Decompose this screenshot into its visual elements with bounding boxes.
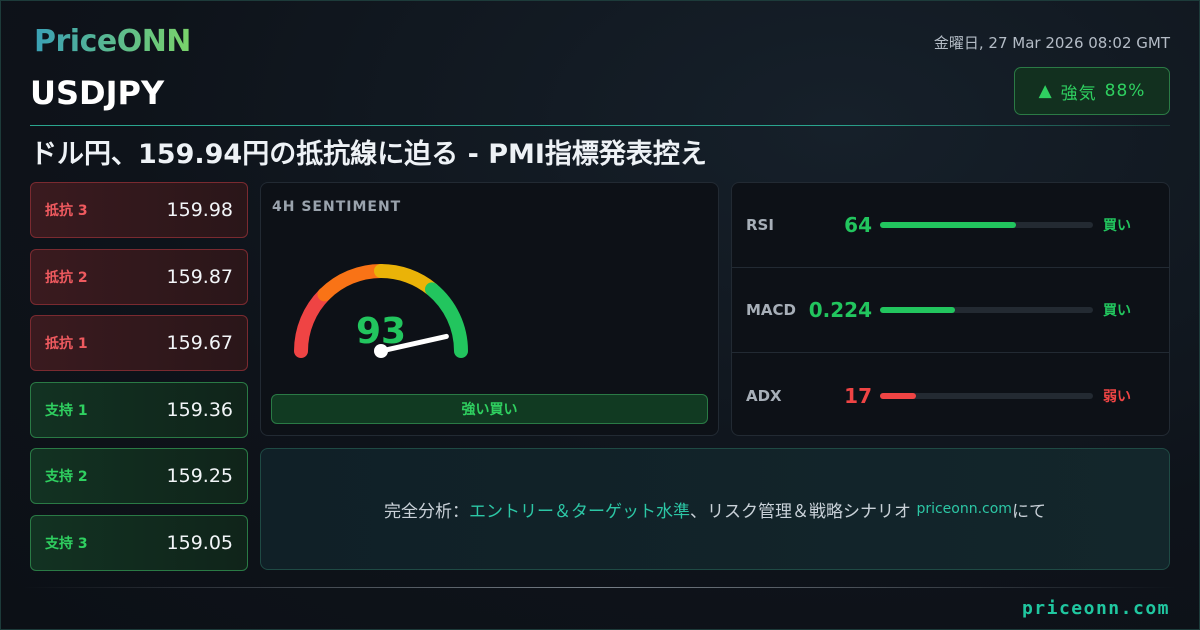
indicator-signal: 買い (1103, 303, 1131, 319)
resistance-level: 抵抗 3 159.98 (30, 182, 248, 238)
level-value: 159.05 (166, 531, 233, 554)
sentiment-score: 93 (355, 311, 407, 352)
sentiment-panel: 4H SENTIMENT 93 強い買い (260, 182, 719, 436)
level-value: 159.98 (166, 199, 233, 221)
symbol-title: USDJPY (30, 74, 165, 112)
indicator-signal: 弱い (1103, 388, 1131, 405)
support-level: 支持 1 159.36 (30, 381, 248, 438)
gauge-needle (378, 333, 449, 354)
indicator-bar-fill (880, 307, 955, 313)
level-label: 支持 1 (45, 402, 88, 419)
indicator-bar (880, 222, 1093, 228)
headline: ドル円、159.94円の抵抗線に迫る - PMI指標発表控え (30, 139, 707, 170)
gauge-segment (424, 282, 468, 358)
indicator-value: 17 (844, 383, 872, 408)
cta-prefix: 完全分析： (384, 501, 470, 522)
sentiment-title: 4H SENTIMENT (272, 199, 402, 215)
level-label: 抵抗 1 (45, 336, 88, 352)
indicator-value: 64 (844, 213, 872, 237)
indicator-name: MACD (746, 301, 796, 319)
resistance-level: 抵抗 2 159.87 (30, 248, 248, 305)
indicator-bar-fill (880, 222, 1017, 228)
indicator-bar-fill (880, 392, 917, 399)
datetime: 金曜日, 27 Mar 2026 08:02 GMT (933, 34, 1170, 52)
indicator-bar (880, 307, 1093, 313)
gauge-segment (294, 287, 332, 358)
level-value: 159.67 (166, 332, 233, 354)
logo: PriceONN (34, 24, 191, 59)
level-label: 支持 2 (45, 469, 88, 485)
cta-middle: 、リスク管理＆戦略シナリオ (690, 501, 917, 522)
level-value: 159.87 (166, 265, 233, 288)
gauge-pivot (374, 344, 388, 358)
support-level: 支持 2 159.25 (30, 448, 248, 504)
footer-divider (24, 587, 1176, 588)
indicators-panel: RSI 64 買い MACD 0.224 買い ADX 17 弱い (731, 182, 1170, 436)
cta-suffix: にて (1011, 501, 1046, 522)
level-label: 抵抗 3 (45, 203, 88, 219)
indicator-bar (880, 392, 1093, 399)
gauge-segment (374, 264, 439, 297)
bias-badge: ▲ 強気 88% (1014, 67, 1170, 115)
indicator-row-macd: MACD 0.224 買い (732, 268, 1169, 353)
level-value: 159.25 (166, 465, 233, 487)
cta-site-link[interactable]: priceonn.com (916, 501, 1012, 517)
level-label: 抵抗 2 (45, 269, 88, 286)
level-label: 支持 3 (45, 535, 88, 552)
indicator-name: RSI (746, 216, 774, 234)
indicator-name: ADX (746, 386, 782, 405)
triangle-up-icon: ▲ (1038, 81, 1053, 101)
cta-banner[interactable]: 完全分析： エントリー＆ターゲット水準 、リスク管理＆戦略シナリオ priceo… (260, 448, 1170, 570)
divider (30, 125, 1170, 126)
bias-label: 強気 (1060, 83, 1097, 104)
indicator-row-adx: ADX 17 弱い (732, 353, 1169, 438)
sentiment-verdict: 強い買い (271, 394, 708, 424)
bias-percent: 88% (1104, 81, 1146, 101)
resistance-level: 抵抗 1 159.67 (30, 315, 248, 371)
gauge-segment (317, 264, 388, 302)
footer-site-link[interactable]: priceonn.com (1021, 598, 1170, 619)
cta-highlight: エントリー＆ターゲット水準 (469, 501, 691, 522)
support-level: 支持 3 159.05 (30, 514, 248, 571)
level-value: 159.36 (166, 398, 233, 421)
sentiment-gauge (294, 264, 468, 358)
indicator-row-rsi: RSI 64 買い (732, 183, 1169, 268)
indicator-value: 0.224 (808, 298, 872, 322)
indicator-signal: 買い (1103, 218, 1131, 234)
